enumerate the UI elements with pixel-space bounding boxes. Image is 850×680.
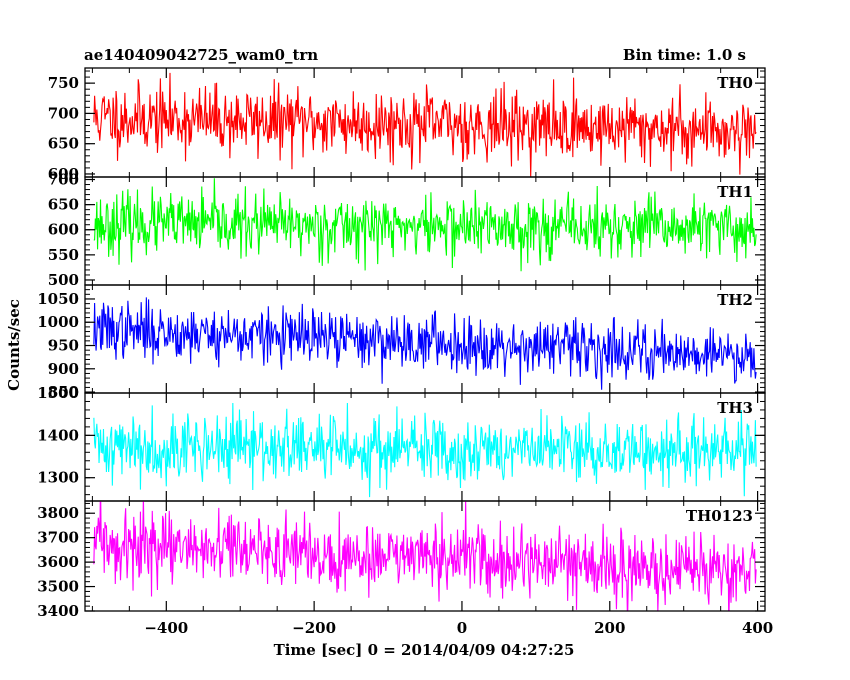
- y-tick-label: 3600: [37, 553, 79, 571]
- y-tick-label: 550: [48, 246, 79, 264]
- panel-th2: 850 900 950 1000 1050 TH2: [37, 284, 766, 401]
- y-tick-label: 3400: [37, 602, 79, 620]
- panel-th0: 600 650 700 750 TH0: [48, 67, 766, 183]
- y-tick-label: 1500: [37, 384, 79, 402]
- y-tick-label: 1400: [37, 426, 79, 444]
- series-th3-line: [93, 402, 757, 498]
- y-tick-label: 650: [48, 196, 79, 214]
- y-axis-label: Counts/sec: [5, 299, 23, 391]
- y-tick-label: 1000: [37, 313, 79, 331]
- y-tick-label: 1300: [37, 469, 79, 487]
- panel-th1: 500 550 600 650 700 TH1: [48, 171, 766, 289]
- panel-label-th3: TH3: [717, 399, 753, 417]
- y-tick-label: 500: [48, 271, 79, 289]
- y-tick-label: 1050: [37, 290, 79, 308]
- y-tick-label: 700: [48, 104, 79, 122]
- y-tick-label: 600: [48, 221, 79, 239]
- x-tick-label: −200: [292, 619, 336, 637]
- chart-title-left: ae140409042725_wam0_trn: [84, 46, 318, 64]
- series-th2-line: [93, 297, 757, 390]
- y-tick-label: 3800: [37, 504, 79, 522]
- panel-th3: 1300 1400 1500 TH3: [37, 384, 766, 502]
- x-tick-label: −400: [144, 619, 188, 637]
- y-tick-label: 3500: [37, 578, 79, 596]
- series-th1-line: [93, 178, 757, 272]
- y-tick-label: 600: [48, 165, 79, 183]
- y-tick-label: 850: [48, 383, 79, 401]
- series-th0123-line: [93, 501, 757, 611]
- y-tick-label: 900: [48, 360, 79, 378]
- x-tick-label: 0: [457, 619, 467, 637]
- panels-group: 600 650 700 750 TH0 500 550 600 650 700 TH1 850 900 9…: [37, 67, 773, 637]
- x-tick-label: 400: [742, 619, 773, 637]
- y-tick-label: 3700: [37, 529, 79, 547]
- panel-label-th1: TH1: [717, 183, 753, 201]
- y-tick-label: 650: [48, 135, 79, 153]
- panel-label-th0123: TH0123: [686, 507, 753, 525]
- y-tick-label: 700: [48, 171, 79, 189]
- x-tick-label: 200: [594, 619, 625, 637]
- panel-th0123: 3400 3500 3600 3700 3800 TH0123: [37, 500, 766, 620]
- x-axis-label: Time [sec] 0 = 2014/04/09 04:27:25: [274, 641, 575, 659]
- y-tick-label: 750: [48, 74, 79, 92]
- series-th0-line: [93, 72, 757, 177]
- chart-title-right: Bin time: 1.0 s: [623, 46, 746, 64]
- panel-label-th2: TH2: [717, 291, 753, 309]
- panel-label-th0: TH0: [717, 74, 753, 92]
- y-tick-label: 950: [48, 337, 79, 355]
